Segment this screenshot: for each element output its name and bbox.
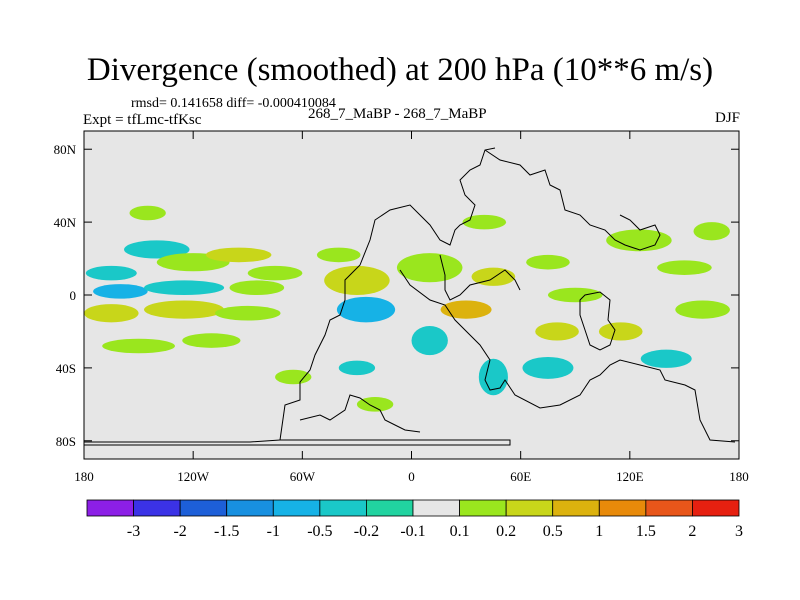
colorbar-swatch xyxy=(227,500,274,516)
colorbar-swatch xyxy=(273,500,320,516)
field-patch xyxy=(599,322,643,340)
field-patch xyxy=(317,248,361,263)
field-patch xyxy=(535,322,579,340)
field-patch xyxy=(324,266,390,295)
field-patch xyxy=(182,333,240,348)
field-patch xyxy=(412,326,448,355)
colorbar-swatch xyxy=(692,500,739,516)
colorbar-swatch xyxy=(506,500,553,516)
field-patch xyxy=(641,350,692,368)
colorbar-swatch xyxy=(553,500,600,516)
colorbar: -3 -2 -1.5 -1 -0.5 -0.2 -0.1 0.1 0.2 0.5 1 1.5 2 3 xyxy=(87,500,743,540)
colorbar-swatch xyxy=(320,500,367,516)
y-tick-label: 0 xyxy=(70,288,77,303)
colorbar-swatch xyxy=(413,500,460,516)
colorbar-swatch xyxy=(460,500,507,516)
y-tick-label: 80N xyxy=(54,142,77,157)
colorbar-swatch xyxy=(180,500,227,516)
field-patch xyxy=(215,306,281,321)
y-tick-label: 40N xyxy=(54,215,77,230)
field-patch xyxy=(522,357,573,379)
colorbar-label: -0.1 xyxy=(400,523,425,540)
field-patch xyxy=(397,253,463,282)
field-patch xyxy=(230,280,285,295)
colorbar-label: -1.5 xyxy=(214,523,239,540)
colorbar-label: -0.2 xyxy=(354,523,379,540)
colorbar-swatch xyxy=(87,500,134,516)
colorbar-label: -0.5 xyxy=(307,523,332,540)
field-patch xyxy=(462,215,506,230)
field-patch xyxy=(84,304,139,322)
x-tick-label: 120E xyxy=(616,469,644,484)
x-tick-label: 180 xyxy=(74,469,94,484)
field-patch xyxy=(129,206,165,221)
colorbar-label: 1 xyxy=(595,523,603,540)
x-tick-label: 180 xyxy=(729,469,749,484)
colorbar-label: 0.5 xyxy=(543,523,563,540)
field-patch xyxy=(675,300,730,318)
colorbar-label: 3 xyxy=(735,523,743,540)
map-background xyxy=(84,131,739,459)
field-patch xyxy=(548,288,603,303)
x-tick-label: 120W xyxy=(177,469,210,484)
x-tick-label: 60W xyxy=(290,469,316,484)
divergence-map: 180 120W 60W 0 60E 120E 18080N40N040S80S -3 -2-… xyxy=(0,0,800,600)
field-patch xyxy=(339,361,375,376)
colorbar-label: 1.5 xyxy=(636,523,656,540)
colorbar-label: -2 xyxy=(173,523,186,540)
field-patch xyxy=(694,222,730,240)
field-patch xyxy=(86,266,137,281)
x-tick-label: 60E xyxy=(510,469,531,484)
colorbar-label: -1 xyxy=(267,523,280,540)
field-patch xyxy=(144,300,224,318)
x-tick-label: 0 xyxy=(408,469,415,484)
colorbar-swatch xyxy=(366,500,413,516)
field-patch xyxy=(275,370,311,385)
field-patch xyxy=(337,297,395,323)
colorbar-swatch xyxy=(134,500,181,516)
colorbar-label: 0.2 xyxy=(496,523,516,540)
field-patch xyxy=(526,255,570,270)
colorbar-label: -3 xyxy=(127,523,140,540)
y-tick-label: 40S xyxy=(56,361,76,376)
field-patch xyxy=(657,260,712,275)
field-patch xyxy=(93,284,148,299)
y-tick-label: 80S xyxy=(56,434,76,449)
colorbar-label: 0.1 xyxy=(450,523,470,540)
field-patch xyxy=(144,280,224,295)
colorbar-swatch xyxy=(646,500,693,516)
field-patch xyxy=(102,339,175,354)
field-patch xyxy=(248,266,303,281)
colorbar-label: 2 xyxy=(688,523,696,540)
colorbar-swatch xyxy=(599,500,646,516)
field-patch xyxy=(206,248,272,263)
